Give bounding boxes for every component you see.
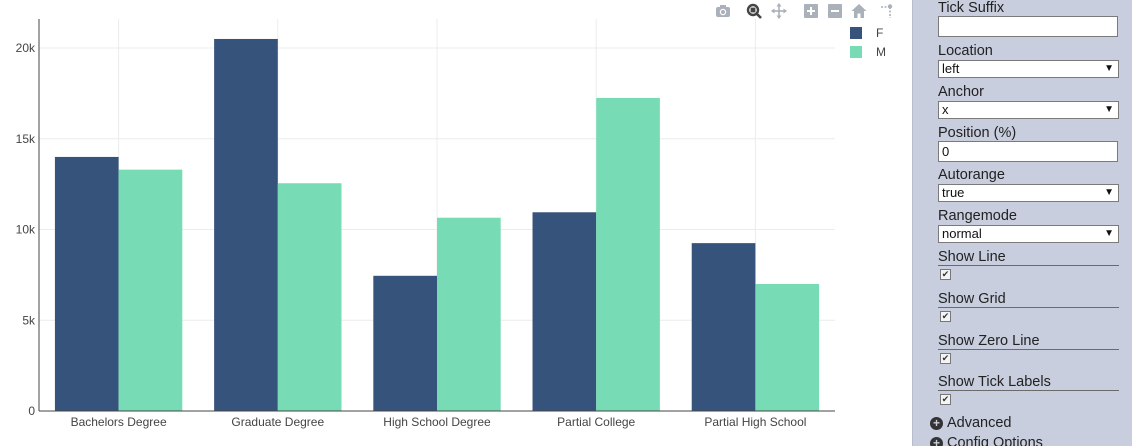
advanced-toggle[interactable]: + Advanced (930, 415, 1012, 431)
autorange-label: Autorange (938, 167, 1005, 183)
chevron-down-icon: ▼ (1104, 187, 1114, 198)
advanced-label: Advanced (947, 415, 1012, 431)
x-tick-label: Partial High School (704, 415, 806, 429)
zoom-in-icon[interactable] (802, 2, 820, 20)
tick-suffix-input[interactable] (938, 16, 1118, 37)
anchor-label: Anchor (938, 84, 984, 100)
bar-F[interactable] (691, 243, 756, 411)
autorange-value: true (942, 185, 965, 200)
spike-lines-icon[interactable] (878, 2, 896, 20)
show-zero-line-label: Show Zero Line (938, 333, 1040, 349)
bar-F[interactable] (532, 212, 597, 411)
x-tick-label: Bachelors Degree (71, 415, 167, 429)
chevron-down-icon: ▼ (1104, 63, 1114, 74)
bar-F[interactable] (214, 38, 278, 412)
axis-settings-panel: Tick Suffix Location left ▼ Anchor x ▼ P… (912, 0, 1132, 446)
divider (938, 307, 1119, 308)
location-value: left (942, 61, 960, 76)
x-tick-label: Graduate Degree (231, 415, 324, 429)
divider (938, 390, 1119, 391)
x-tick-label: Partial College (557, 415, 635, 429)
show-grid-label: Show Grid (938, 291, 1006, 307)
show-line-label: Show Line (938, 249, 1006, 265)
show-tick-labels-label: Show Tick Labels (938, 374, 1051, 390)
plus-circle-icon: + (930, 437, 943, 446)
tick-suffix-label: Tick Suffix (938, 0, 1005, 16)
modebar (712, 2, 902, 20)
show-grid-checkbox[interactable]: ✔ (940, 311, 951, 322)
show-tick-labels-checkbox[interactable]: ✔ (940, 394, 951, 405)
home-icon[interactable] (850, 2, 868, 20)
bar-F[interactable] (373, 275, 437, 411)
legend-label[interactable]: M (876, 45, 886, 59)
position-input[interactable]: 0 (938, 141, 1118, 162)
anchor-select[interactable]: x ▼ (938, 101, 1119, 119)
rangemode-value: normal (942, 226, 982, 241)
bar-M[interactable] (277, 183, 342, 411)
camera-icon[interactable] (714, 2, 732, 20)
location-select[interactable]: left ▼ (938, 60, 1119, 78)
legend-swatch[interactable] (850, 27, 862, 39)
zoom-icon[interactable] (745, 2, 763, 20)
bar-M[interactable] (437, 217, 501, 411)
chevron-down-icon: ▼ (1104, 228, 1114, 239)
x-tick-label: High School Degree (383, 415, 491, 429)
bar-chart[interactable]: 0 5k 10k 15k 20k Bachelors Degree Graduate Deg… (0, 0, 912, 446)
y-tick-label: 0 (28, 404, 35, 418)
y-tick-label: 5k (22, 313, 36, 327)
y-tick-label: 10k (16, 223, 36, 237)
rangemode-label: Rangemode (938, 208, 1017, 224)
legend-label[interactable]: F (876, 26, 883, 40)
divider (938, 265, 1119, 266)
chevron-down-icon: ▼ (1104, 104, 1114, 115)
bar-M[interactable] (755, 283, 820, 411)
config-options-toggle[interactable]: + Config Options (930, 435, 1043, 446)
divider (938, 349, 1119, 350)
position-label: Position (%) (938, 125, 1017, 141)
show-line-checkbox[interactable]: ✔ (940, 269, 951, 280)
location-label: Location (938, 43, 993, 59)
zoom-out-icon[interactable] (826, 2, 844, 20)
anchor-value: x (942, 102, 949, 117)
rangemode-select[interactable]: normal ▼ (938, 225, 1119, 243)
bar-M[interactable] (596, 97, 660, 411)
y-tick-label: 15k (16, 132, 36, 146)
bar-F[interactable] (54, 156, 119, 411)
y-tick-label: 20k (16, 41, 36, 55)
bar-M[interactable] (118, 169, 183, 411)
legend-swatch[interactable] (850, 46, 862, 58)
plot-area[interactable]: 0 5k 10k 15k 20k Bachelors Degree Graduate Deg… (0, 0, 912, 446)
config-options-label: Config Options (947, 435, 1043, 446)
pan-icon[interactable] (770, 2, 788, 20)
show-zero-line-checkbox[interactable]: ✔ (940, 353, 951, 364)
plus-circle-icon: + (930, 417, 943, 430)
autorange-select[interactable]: true ▼ (938, 184, 1119, 202)
